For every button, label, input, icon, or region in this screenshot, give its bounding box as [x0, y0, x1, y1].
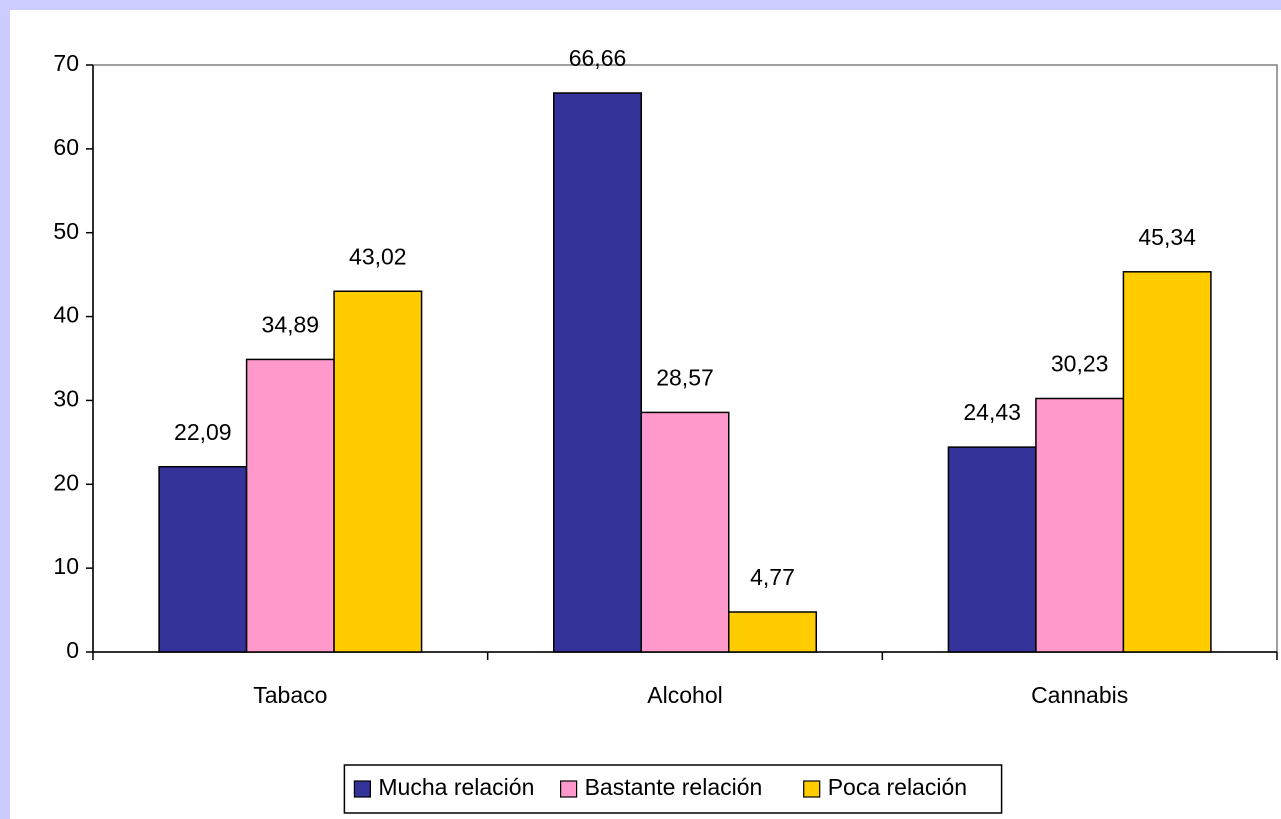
data-label: 43,02 — [349, 243, 407, 269]
bar — [553, 92, 642, 653]
legend-label: Poca relación — [828, 774, 967, 800]
legend-box — [343, 764, 1003, 814]
data-label: 4,77 — [750, 564, 795, 590]
data-label: 22,09 — [174, 419, 232, 445]
bar — [158, 466, 248, 653]
data-label: 34,89 — [262, 312, 320, 338]
bar — [640, 411, 730, 653]
data-label: 66,66 — [569, 45, 627, 71]
y-tick-label: 60 — [53, 134, 79, 160]
data-label: 28,57 — [656, 364, 714, 390]
y-tick-label: 70 — [53, 50, 79, 76]
y-tick-label: 0 — [66, 637, 79, 663]
y-tick-label: 20 — [53, 469, 79, 495]
x-tick-label: Alcohol — [647, 682, 722, 708]
y-tick-label: 10 — [53, 553, 79, 579]
data-label: 45,34 — [1138, 224, 1196, 250]
legend-swatch — [353, 780, 371, 798]
bar — [1122, 271, 1212, 653]
bar — [947, 446, 1037, 653]
legend-label: Mucha relación — [378, 774, 534, 800]
data-label: 24,43 — [963, 399, 1021, 425]
x-tick-label: Tabaco — [253, 682, 327, 708]
x-tick-label: Cannabis — [1031, 682, 1128, 708]
y-tick-label: 50 — [53, 218, 79, 244]
bar — [728, 611, 817, 653]
y-tick-label: 40 — [53, 302, 79, 328]
legend-swatch — [559, 780, 578, 798]
bar — [1035, 397, 1125, 653]
legend-swatch — [803, 780, 821, 798]
data-label: 30,23 — [1051, 351, 1109, 377]
bar — [333, 290, 423, 653]
y-tick-label: 30 — [53, 386, 79, 412]
bar — [245, 358, 335, 653]
legend-label: Bastante relación — [585, 774, 763, 800]
